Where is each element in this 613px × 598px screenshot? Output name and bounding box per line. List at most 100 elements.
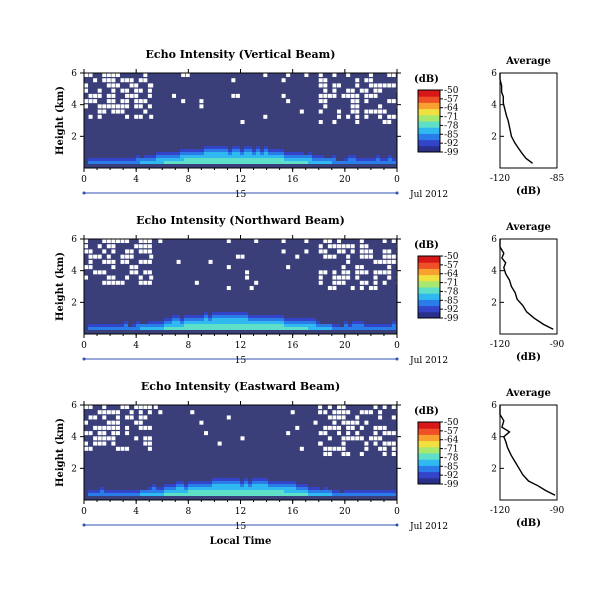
no-data-cell	[327, 254, 332, 259]
colorbar-tick-label: -71	[444, 113, 459, 123]
colorbar-title: (dB)	[414, 74, 439, 85]
echo-cell	[224, 484, 228, 487]
echo-cell	[236, 155, 240, 158]
x-tick-label: 12	[235, 175, 246, 185]
echo-cell	[88, 327, 92, 330]
no-data-cell	[134, 270, 139, 275]
echo-cell	[352, 155, 356, 158]
echo-cell	[188, 324, 192, 327]
no-data-cell	[318, 410, 323, 415]
no-data-cell	[337, 239, 342, 243]
echo-cell	[288, 481, 292, 484]
echo-cell	[268, 152, 272, 155]
echo-cell	[164, 161, 168, 164]
echo-cell	[372, 161, 376, 164]
no-data-cell	[391, 73, 396, 77]
no-data-cell	[97, 109, 102, 114]
echo-cell	[300, 161, 304, 164]
echo-cell	[148, 493, 152, 496]
no-data-cell	[120, 104, 125, 109]
echo-cell	[252, 158, 256, 161]
echo-cell	[280, 155, 284, 158]
colorbar-swatch	[418, 471, 440, 479]
echo-cell	[216, 478, 220, 481]
average-profile: Average 2 4 6 -120 -90 (dB)	[490, 388, 565, 529]
y-axis-label: Height (km)	[55, 86, 66, 155]
echo-cell	[344, 321, 348, 324]
echo-cell	[144, 155, 148, 158]
echo-cell	[248, 484, 252, 487]
no-data-cell	[337, 114, 342, 119]
echo-cell	[260, 318, 264, 321]
no-data-cell	[138, 249, 143, 254]
echo-cell	[228, 158, 232, 161]
colorbar-swatch	[418, 280, 440, 288]
no-data-cell	[125, 99, 130, 104]
no-data-cell	[346, 410, 351, 415]
echo-cell	[252, 149, 256, 152]
echo-cell	[100, 487, 104, 490]
no-data-cell	[120, 259, 125, 264]
no-data-cell	[327, 436, 332, 441]
no-data-cell	[350, 88, 355, 93]
no-data-cell	[391, 431, 396, 436]
echo-cell	[240, 481, 244, 484]
no-data-cell	[88, 254, 93, 259]
echo-cell	[236, 484, 240, 487]
no-data-cell	[323, 239, 328, 243]
colorbar-swatch	[418, 145, 440, 153]
echo-cell	[392, 327, 396, 330]
no-data-cell	[84, 73, 88, 77]
echo-cell	[244, 161, 248, 164]
no-data-cell	[111, 265, 116, 270]
echo-cell	[372, 490, 376, 493]
echo-cell	[300, 318, 304, 321]
echo-cell	[376, 493, 380, 496]
no-data-cell	[134, 405, 139, 409]
echo-cell	[220, 161, 224, 164]
no-data-cell	[125, 259, 130, 264]
no-data-cell	[93, 436, 98, 441]
echo-cell	[392, 324, 396, 327]
no-data-cell	[125, 446, 130, 451]
echo-cell	[140, 324, 144, 327]
no-data-cell	[125, 431, 130, 436]
echo-cell	[212, 318, 216, 321]
no-data-cell	[327, 286, 332, 291]
colorbar-swatch	[418, 459, 440, 466]
no-data-cell	[129, 265, 134, 270]
no-data-cell	[176, 259, 181, 264]
no-data-cell	[364, 244, 369, 249]
echo-cell	[236, 315, 240, 318]
echo-cell	[276, 490, 280, 493]
no-data-cell	[106, 436, 111, 441]
no-data-cell	[143, 270, 148, 275]
echo-cell	[232, 312, 236, 315]
no-data-cell	[355, 415, 360, 420]
echo-cell	[248, 327, 252, 330]
echo-cell	[388, 490, 392, 493]
date-line-end	[395, 191, 399, 195]
no-data-cell	[359, 244, 364, 249]
echo-cell	[372, 327, 376, 330]
echo-cell	[208, 318, 212, 321]
no-data-cell	[373, 431, 378, 436]
echo-cell	[184, 493, 188, 496]
no-data-cell	[391, 415, 396, 420]
no-data-cell	[125, 239, 130, 243]
echo-cell	[388, 161, 392, 164]
no-data-cell	[111, 259, 116, 264]
y-tick-label: 4	[71, 267, 77, 277]
echo-cell	[296, 318, 300, 321]
no-data-cell	[138, 425, 143, 430]
colorbar-swatch	[418, 434, 440, 442]
x-tick-label: 4	[133, 341, 139, 351]
no-data-cell	[111, 410, 116, 415]
echo-cell	[172, 493, 176, 496]
echo-cell	[160, 158, 164, 161]
echo-cell	[272, 324, 276, 327]
no-data-cell	[391, 83, 396, 88]
no-data-patches	[84, 73, 401, 125]
echo-cell	[204, 155, 208, 158]
echo-cell	[176, 481, 180, 484]
